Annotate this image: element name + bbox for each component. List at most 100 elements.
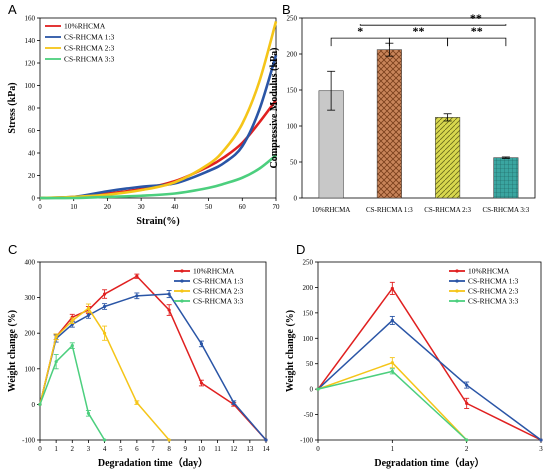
legend-marker xyxy=(180,269,184,273)
x-tick-label: 8 xyxy=(167,445,171,453)
data-point xyxy=(86,313,91,317)
data-point xyxy=(54,335,58,339)
legend-label: CS-RHCMA 3:3 xyxy=(468,297,518,306)
series-line xyxy=(39,275,267,441)
x-tick-label: 70 xyxy=(273,203,281,211)
legend-label: CS-RHCMA 2:3 xyxy=(64,44,114,53)
significance-label: ** xyxy=(413,24,425,38)
data-point xyxy=(102,292,107,296)
legend-marker xyxy=(180,279,184,283)
y-tick-label: 150 xyxy=(287,87,298,95)
legend-marker xyxy=(180,299,184,303)
legend-label: 10%RHCMA xyxy=(468,267,510,276)
y-tick-label: 80 xyxy=(28,105,36,113)
x-tick-label: 9 xyxy=(184,445,188,453)
y-tick-label: 140 xyxy=(25,37,36,45)
x-tick-label: 1 xyxy=(54,445,58,453)
panel-label: C xyxy=(8,242,17,257)
x-tick-label: 0 xyxy=(38,445,42,453)
data-point xyxy=(316,387,320,391)
series-line xyxy=(317,319,542,441)
y-tick-label: 300 xyxy=(25,294,36,302)
significance-label: * xyxy=(357,24,363,38)
y-axis-label: Compressive Modulus (kPa) xyxy=(269,48,280,169)
y-tick-label: -100 xyxy=(22,437,35,445)
x-tick-label: CS-RHCMA 3:3 xyxy=(482,206,529,214)
data-point xyxy=(390,286,394,291)
y-tick-label: 150 xyxy=(303,309,314,317)
y-tick-label: 40 xyxy=(28,150,36,158)
legend-label: CS-RHCMA 2:3 xyxy=(193,287,243,296)
x-tick-label: 12 xyxy=(230,445,238,453)
data-point xyxy=(135,294,139,298)
series-line xyxy=(39,21,278,200)
y-axis-label: Weight change (%) xyxy=(285,310,296,392)
x-tick-label: 14 xyxy=(263,445,271,453)
y-axis-label: Stress (kPa) xyxy=(7,82,18,133)
bar xyxy=(435,117,461,199)
y-tick-label: 0 xyxy=(32,401,36,409)
data-point xyxy=(86,306,91,310)
x-tick-label: 3 xyxy=(87,445,91,453)
y-tick-label: 100 xyxy=(25,82,36,90)
legend-label: CS-RHCMA 1:3 xyxy=(64,33,114,42)
significance-label: ** xyxy=(470,11,482,25)
legend-marker xyxy=(455,289,459,293)
legend-label: CS-RHCMA 1:3 xyxy=(468,277,518,286)
y-tick-label: 200 xyxy=(303,284,314,292)
x-tick-label: 6 xyxy=(135,445,139,453)
panel-label: B xyxy=(282,2,291,17)
y-tick-label: 200 xyxy=(25,330,36,338)
data-point xyxy=(264,438,268,442)
x-axis-label: Degradation time（day） xyxy=(98,456,208,469)
y-tick-label: 200 xyxy=(287,51,298,59)
y-tick-label: -100 xyxy=(300,437,313,445)
data-point xyxy=(390,361,394,365)
x-tick-label: 3 xyxy=(539,445,543,453)
y-tick-label: 250 xyxy=(303,259,314,267)
legend-marker xyxy=(455,299,459,303)
x-tick-label: 0 xyxy=(38,203,42,211)
bar xyxy=(493,157,519,199)
x-tick-label: 10 xyxy=(198,445,206,453)
y-tick-label: 100 xyxy=(25,365,36,373)
data-point xyxy=(232,401,236,405)
y-tick-label: 400 xyxy=(25,259,36,267)
significance-bracket xyxy=(359,24,507,26)
chart-panel-a: A 0 20 40 60 80 100 120 140 160 Stress (kPa) 0 10 20 3… xyxy=(7,2,280,227)
data-point xyxy=(135,401,139,405)
legend-marker xyxy=(455,279,459,283)
data-point xyxy=(135,274,139,278)
y-axis-label: Weight change (%) xyxy=(7,310,18,392)
legend-label: 10%RHCMA xyxy=(64,22,106,31)
series-line xyxy=(39,54,278,200)
data-point xyxy=(70,344,74,348)
y-tick-label: 0 xyxy=(294,195,298,203)
x-tick-label: 4 xyxy=(103,445,107,453)
data-point xyxy=(38,402,42,406)
x-tick-label: CS-RHCMA 1:3 xyxy=(366,206,413,214)
data-point xyxy=(167,438,171,442)
significance-bracket xyxy=(388,37,449,47)
x-tick-label: 13 xyxy=(246,445,254,453)
y-tick-label: 100 xyxy=(287,123,298,131)
legend-label: 10%RHCMA xyxy=(193,267,235,276)
y-tick-label: 20 xyxy=(28,172,36,180)
data-point xyxy=(102,331,107,335)
legend-label: CS-RHCMA 1:3 xyxy=(193,277,243,286)
x-tick-label: 10%RHCMA xyxy=(312,206,351,214)
panel-label: D xyxy=(296,242,305,257)
y-tick-label: 50 xyxy=(306,360,314,368)
x-tick-label: 20 xyxy=(104,203,112,211)
series-line xyxy=(39,293,267,441)
y-tick-label: 50 xyxy=(290,159,298,167)
data-point xyxy=(86,411,91,415)
y-tick-label: -50 xyxy=(304,411,314,419)
data-point xyxy=(390,369,394,373)
y-tick-label: 0 xyxy=(310,386,314,394)
data-point xyxy=(167,292,171,296)
panel-label: A xyxy=(8,2,17,17)
significance-label: ** xyxy=(471,24,483,38)
data-point xyxy=(465,438,469,442)
